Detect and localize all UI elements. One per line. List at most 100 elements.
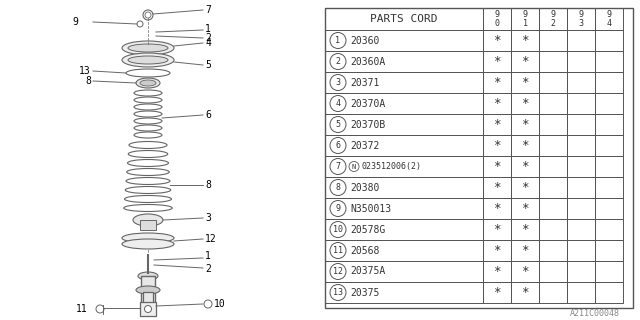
Text: *: *	[493, 160, 500, 173]
Text: 11: 11	[333, 246, 343, 255]
Bar	[539, 198, 567, 219]
Text: 20380: 20380	[350, 182, 380, 193]
Text: 20375A: 20375A	[350, 267, 385, 276]
Bar	[483, 219, 511, 240]
Ellipse shape	[136, 286, 160, 294]
Circle shape	[145, 306, 152, 313]
Bar	[483, 72, 511, 93]
Text: 3: 3	[335, 78, 340, 87]
Text: PARTS CORD: PARTS CORD	[371, 14, 438, 24]
Bar	[567, 114, 595, 135]
Text: 6: 6	[205, 110, 211, 120]
Bar	[325, 156, 483, 177]
Bar	[567, 72, 595, 93]
Bar	[141, 276, 155, 304]
Bar	[325, 93, 483, 114]
Text: *: *	[521, 286, 529, 299]
Ellipse shape	[136, 78, 160, 88]
Text: 10: 10	[214, 299, 226, 309]
Text: 20360: 20360	[350, 36, 380, 45]
Bar	[325, 135, 483, 156]
Bar	[539, 156, 567, 177]
Text: *: *	[521, 265, 529, 278]
Text: *: *	[493, 97, 500, 110]
Bar	[539, 51, 567, 72]
Bar	[539, 261, 567, 282]
Bar	[140, 220, 156, 230]
Ellipse shape	[128, 44, 168, 52]
Ellipse shape	[122, 53, 174, 67]
Bar	[483, 135, 511, 156]
Bar	[483, 114, 511, 135]
Bar	[483, 30, 511, 51]
Text: *: *	[493, 202, 500, 215]
Text: 4: 4	[335, 99, 340, 108]
Text: 7: 7	[335, 162, 340, 171]
Bar	[325, 8, 633, 308]
Text: 11: 11	[76, 304, 88, 314]
Ellipse shape	[140, 80, 156, 86]
Bar	[595, 30, 623, 51]
Bar	[511, 177, 539, 198]
Text: 8: 8	[85, 76, 91, 86]
Bar	[511, 93, 539, 114]
Text: *: *	[493, 76, 500, 89]
Text: 20568: 20568	[350, 245, 380, 255]
Text: 1: 1	[335, 36, 340, 45]
Bar	[539, 93, 567, 114]
Text: 2: 2	[205, 264, 211, 274]
Bar	[325, 51, 483, 72]
Text: 10: 10	[333, 225, 343, 234]
Text: *: *	[493, 118, 500, 131]
Text: 20370A: 20370A	[350, 99, 385, 108]
Text: 20372: 20372	[350, 140, 380, 150]
Bar	[511, 72, 539, 93]
Bar	[539, 8, 567, 30]
Bar	[325, 8, 483, 30]
Text: 1: 1	[205, 24, 211, 34]
Text: 20375: 20375	[350, 287, 380, 298]
Text: 8: 8	[335, 183, 340, 192]
Text: *: *	[521, 223, 529, 236]
Bar	[567, 156, 595, 177]
Bar	[595, 240, 623, 261]
Text: 20370B: 20370B	[350, 119, 385, 130]
Bar	[595, 198, 623, 219]
Text: 6: 6	[335, 141, 340, 150]
Text: 13: 13	[79, 66, 91, 76]
Text: *: *	[521, 34, 529, 47]
Bar	[595, 282, 623, 303]
Text: *: *	[493, 223, 500, 236]
Bar	[483, 8, 511, 30]
Text: A211C00048: A211C00048	[570, 309, 620, 318]
Bar	[511, 219, 539, 240]
Bar	[325, 30, 483, 51]
Bar	[325, 282, 483, 303]
Bar	[511, 156, 539, 177]
Bar	[511, 261, 539, 282]
Text: N350013: N350013	[350, 204, 391, 213]
Text: 9
1: 9 1	[522, 10, 527, 28]
Bar	[511, 198, 539, 219]
Text: *: *	[521, 55, 529, 68]
Bar	[567, 177, 595, 198]
Text: *: *	[493, 286, 500, 299]
Bar	[483, 198, 511, 219]
Bar	[325, 177, 483, 198]
Bar	[567, 8, 595, 30]
Bar	[595, 135, 623, 156]
Text: 12: 12	[333, 267, 343, 276]
Bar	[595, 177, 623, 198]
Bar	[567, 135, 595, 156]
Bar	[483, 261, 511, 282]
Bar	[567, 282, 595, 303]
Text: *: *	[521, 76, 529, 89]
Bar	[511, 240, 539, 261]
Text: 5: 5	[335, 120, 340, 129]
Text: *: *	[521, 139, 529, 152]
Bar	[325, 219, 483, 240]
Bar	[140, 302, 156, 316]
Text: *: *	[521, 202, 529, 215]
Ellipse shape	[122, 41, 174, 55]
Bar	[567, 198, 595, 219]
